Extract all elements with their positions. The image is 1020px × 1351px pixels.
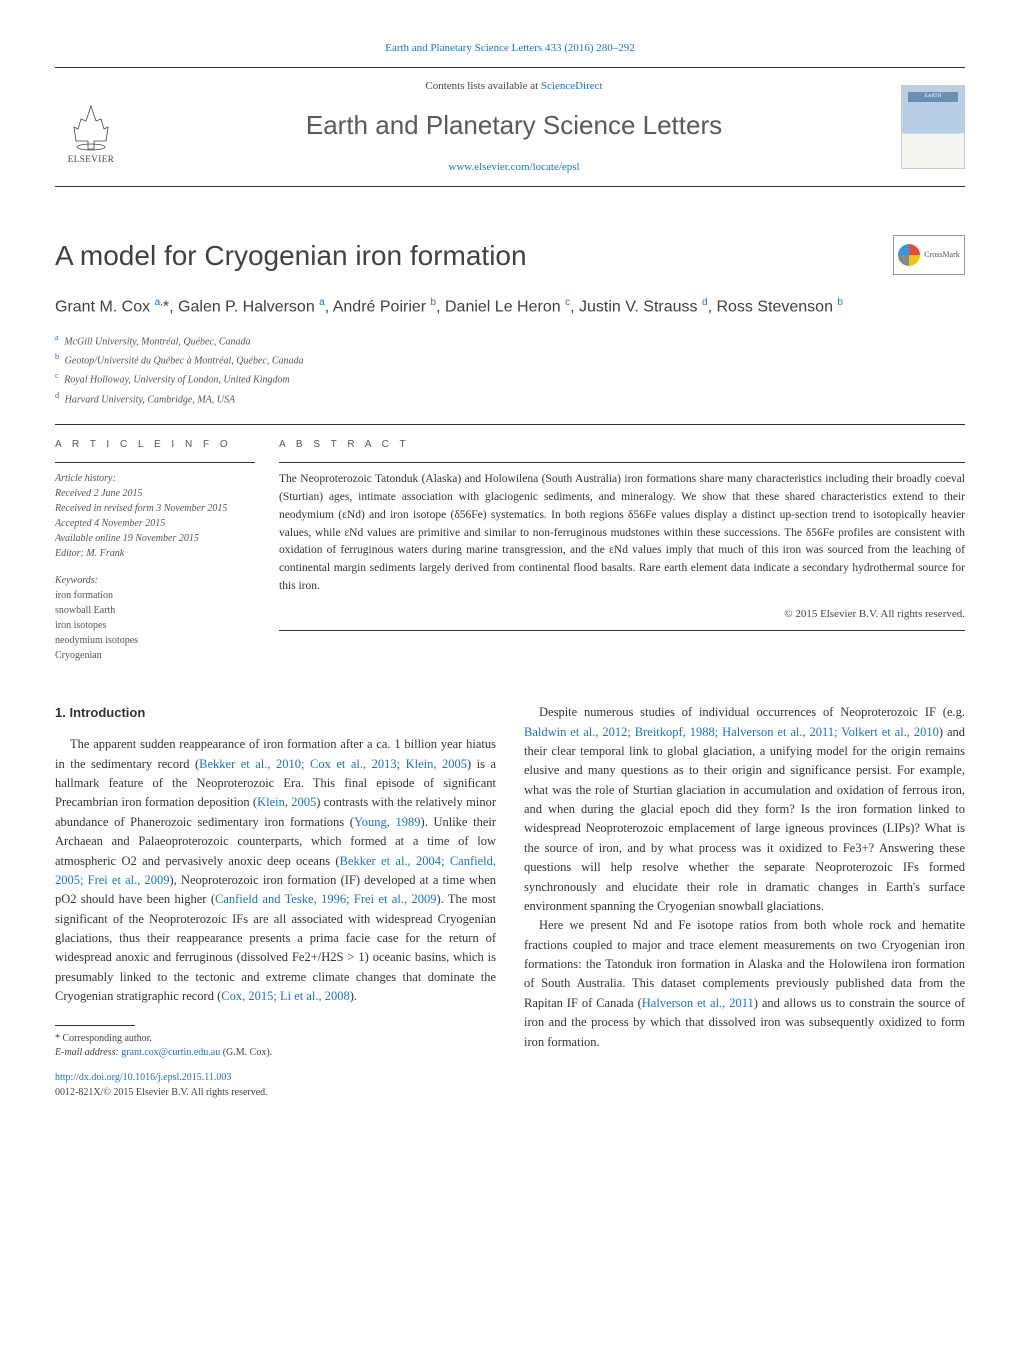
crossmark-badge[interactable]: CrossMark <box>893 235 965 275</box>
keyword: Cryogenian <box>55 648 255 663</box>
body-columns: 1. Introduction The apparent sudden reap… <box>55 703 965 1100</box>
rule <box>279 630 965 631</box>
history-line: Received 2 June 2015 <box>55 486 255 501</box>
journal-homepage-link[interactable]: www.elsevier.com/locate/epsl <box>448 161 579 173</box>
rule <box>279 462 965 463</box>
contents-line: Contents lists available at ScienceDirec… <box>127 78 901 95</box>
keyword: snowball Earth <box>55 603 255 618</box>
citation-link[interactable]: Baldwin et al., 2012; Breitkopf, 1988; H… <box>524 725 939 739</box>
rule <box>55 424 965 425</box>
affiliations: a McGill University, Montréal, Québec, C… <box>55 331 965 408</box>
journal-cover-thumb: EARTH <box>901 85 965 169</box>
body-paragraph: Despite numerous studies of individual o… <box>524 703 965 916</box>
history-line: Editor: M. Frank <box>55 546 255 561</box>
history-label: Article history: <box>55 471 255 486</box>
journal-reference: Earth and Planetary Science Letters 433 … <box>55 40 965 57</box>
citation-link[interactable]: Bekker et al., 2010; Cox et al., 2013; K… <box>199 757 467 771</box>
keyword: iron isotopes <box>55 618 255 633</box>
crossmark-icon <box>898 244 920 266</box>
journal-reference-link[interactable]: Earth and Planetary Science Letters 433 … <box>385 42 635 54</box>
cover-label: EARTH <box>902 93 964 101</box>
history-line: Received in revised form 3 November 2015 <box>55 501 255 516</box>
crossmark-label: CrossMark <box>924 249 960 261</box>
contents-prefix: Contents lists available at <box>425 80 540 92</box>
section-heading: 1. Introduction <box>55 703 496 723</box>
body-paragraph: Here we present Nd and Fe isotope ratios… <box>524 916 965 1052</box>
affiliation: c Royal Holloway, University of London, … <box>55 369 965 388</box>
sciencedirect-link[interactable]: ScienceDirect <box>541 80 603 92</box>
author-email-link[interactable]: grant.cox@curtin.edu.au <box>121 1047 220 1058</box>
abstract-heading: a b s t r a c t <box>279 437 965 452</box>
journal-title: Earth and Planetary Science Letters <box>127 106 901 145</box>
body-paragraph: The apparent sudden reappearance of iron… <box>55 735 496 1006</box>
affiliation: b Geotop/Université du Québec à Montréal… <box>55 350 965 369</box>
authors: Grant M. Cox a,*, Galen P. Halverson a, … <box>55 295 965 319</box>
keywords-label: Keywords: <box>55 573 255 588</box>
citation-link[interactable]: Halverson et al., 2011 <box>642 996 754 1010</box>
keywords-block: Keywords: iron formationsnowball Earthir… <box>55 573 255 663</box>
issn-line: 0012-821X/© 2015 Elsevier B.V. All right… <box>55 1087 268 1098</box>
doi-link[interactable]: http://dx.doi.org/10.1016/j.epsl.2015.11… <box>55 1072 231 1083</box>
rule <box>55 462 255 463</box>
affiliation: a McGill University, Montréal, Québec, C… <box>55 331 965 350</box>
keyword: neodymium isotopes <box>55 633 255 648</box>
email-line: E-mail address: grant.cox@curtin.edu.au … <box>55 1046 496 1060</box>
affiliation: d Harvard University, Cambridge, MA, USA <box>55 389 965 408</box>
footnote-separator <box>55 1025 135 1026</box>
doi-block: http://dx.doi.org/10.1016/j.epsl.2015.11… <box>55 1070 496 1101</box>
elsevier-label: ELSEVIER <box>68 153 115 167</box>
article-info-heading: a r t i c l e i n f o <box>55 437 255 452</box>
abstract-text: The Neoproterozoic Tatonduk (Alaska) and… <box>279 471 965 596</box>
citation-link[interactable]: Canfield and Teske, 1996; Frei et al., 2… <box>215 892 436 906</box>
citation-link[interactable]: Young, 1989 <box>354 815 421 829</box>
elsevier-logo: ELSEVIER <box>55 87 127 167</box>
corresponding-author-note: * Corresponding author. <box>55 1032 496 1046</box>
abstract-copyright: © 2015 Elsevier B.V. All rights reserved… <box>279 606 965 623</box>
article-title: A model for Cryogenian iron formation <box>55 235 527 277</box>
citation-link[interactable]: Cox, 2015; Li et al., 2008 <box>221 989 349 1003</box>
rule <box>55 186 965 187</box>
header-band: ELSEVIER Contents lists available at Sci… <box>55 70 965 184</box>
citation-link[interactable]: Klein, 2005 <box>257 795 316 809</box>
rule <box>55 67 965 68</box>
keyword: iron formation <box>55 588 255 603</box>
history-line: Accepted 4 November 2015 <box>55 516 255 531</box>
history-line: Available online 19 November 2015 <box>55 531 255 546</box>
footnotes: * Corresponding author. E-mail address: … <box>55 1032 496 1060</box>
journal-homepage: www.elsevier.com/locate/epsl <box>127 159 901 176</box>
elsevier-tree-icon <box>66 101 116 151</box>
article-history: Article history: Received 2 June 2015Rec… <box>55 471 255 561</box>
